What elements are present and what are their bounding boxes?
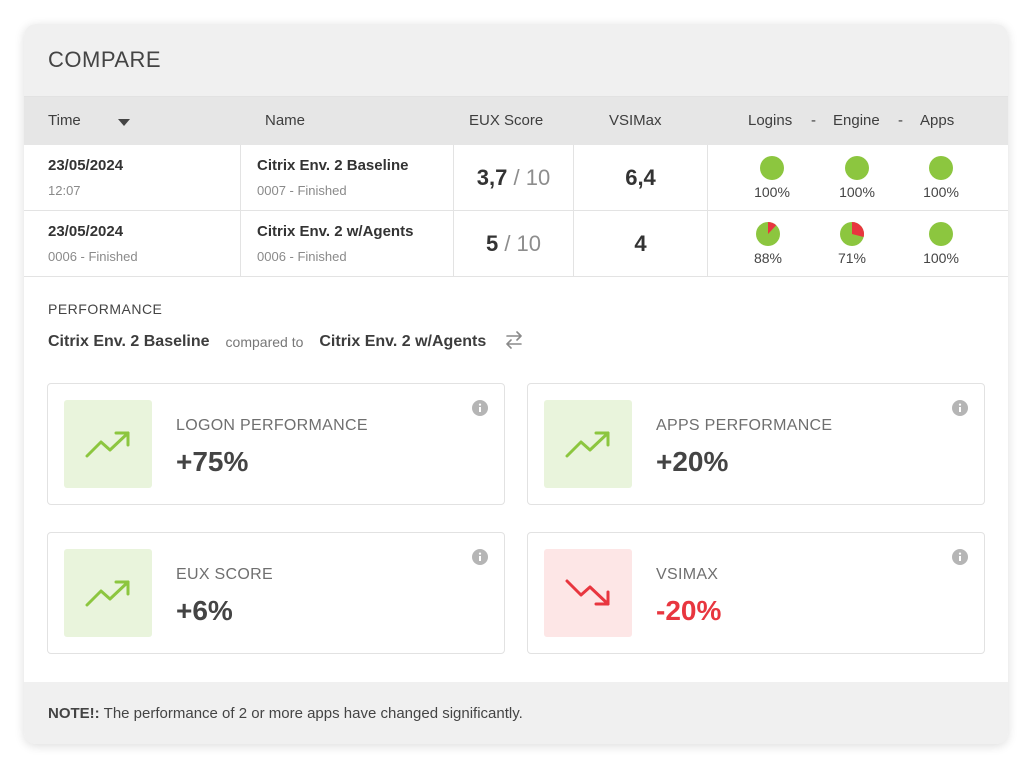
logins-percent: 100% [754,184,790,200]
apps-percent: 100% [923,184,959,200]
vsimax-tile: VSIMAX -20% [527,532,985,654]
trending-up-icon [64,400,152,488]
vsimax-cell: 4 [573,211,707,276]
column-time[interactable]: Time [48,112,81,129]
vsimax-value: 4 [634,230,647,256]
apps-percent: 100% [923,250,959,266]
eux-score-tile: EUX SCORE +6% [47,532,505,654]
engine-pie-icon [845,156,869,180]
apps-performance-tile: APPS PERFORMANCE +20% [527,383,985,505]
info-icon[interactable] [472,549,488,570]
name-cell: Citrix Env. 2 Baseline 0007 - Finished [240,145,453,210]
logon-performance-tile: LOGON PERFORMANCE +75% [47,383,505,505]
note-banner: NOTE!: The performance of 2 or more apps… [24,682,1008,744]
info-icon[interactable] [472,400,488,421]
tile-value: +6% [176,595,233,626]
column-apps[interactable]: Apps [920,112,955,129]
logins-pie-icon [756,222,780,246]
column-name[interactable]: Name [265,112,306,129]
column-engine[interactable]: Engine [833,112,880,129]
info-icon[interactable] [952,400,968,421]
logins-percent: 88% [753,250,783,266]
tile-label: EUX SCORE [176,566,273,583]
apps-pie-icon [929,222,953,246]
info-icon[interactable] [952,549,968,570]
comparison-line: Citrix Env. 2 Baseline compared to Citri… [48,330,984,355]
tile-value: +75% [176,446,249,477]
time-cell: 23/05/2024 0006 - Finished [24,211,240,276]
logins-status: 88% [738,221,798,266]
swap-arrows-icon[interactable] [504,330,524,355]
note-prefix: NOTE!: [48,704,100,722]
column-eux-score[interactable]: EUX Score [469,112,544,129]
performance-section: PERFORMANCE Citrix Env. 2 Baseline compa… [24,277,1008,681]
engine-percent: 100% [839,184,875,200]
compared-to-label: compared to [225,334,304,350]
tile-label: VSIMAX [656,566,719,583]
apps-pie-icon [929,156,953,180]
tile-label: APPS PERFORMANCE [656,417,833,434]
trending-up-icon [544,400,632,488]
column-separator: - [898,112,903,129]
performance-title: PERFORMANCE [48,301,163,317]
engine-pie-icon [840,222,864,246]
name-cell: Citrix Env. 2 w/Agents 0006 - Finished [240,211,453,276]
page-title: COMPARE [48,47,162,72]
eux-score-max: / 10 [513,164,551,190]
card-header: COMPARE [24,24,1008,97]
target-name: Citrix Env. 2 w/Agents [319,333,487,350]
run-name: Citrix Env. 2 w/Agents [257,223,414,240]
eux-score: 5 [485,230,499,256]
engine-status: 100% [827,155,887,200]
eux-score-value: 3,7 / 10 [477,165,550,191]
table-row[interactable]: 23/05/2024 12:07 Citrix Env. 2 Baseline … [24,145,1008,211]
table-header: Time Name EUX Score VSIMax Logins - Engi… [24,97,1008,145]
vsimax-value: 6,4 [625,164,656,190]
run-status: 0007 - Finished [257,183,347,198]
eux-score-cell: 3,7 / 10 [453,145,573,210]
eux-score-value: 5 / 10 [486,231,541,257]
status-cell: 100% 100% 100% [707,145,1008,210]
engine-percent: 71% [837,250,867,266]
status-cell: 88% 71% 100% [707,211,1008,276]
tile-value: +20% [656,446,729,477]
apps-status: 100% [911,221,971,266]
compare-card: COMPARE Time Name EUX Score VSIMax Login… [24,24,1008,744]
run-time: 12:07 [48,183,81,198]
baseline-name: Citrix Env. 2 Baseline [48,333,210,350]
trending-up-icon [64,549,152,637]
note-text: The performance of 2 or more apps have c… [103,704,523,722]
column-vsimax[interactable]: VSIMax [609,112,662,129]
tile-label: LOGON PERFORMANCE [176,417,368,434]
vsimax-cell: 6,4 [573,145,707,210]
apps-status: 100% [911,155,971,200]
eux-score-cell: 5 / 10 [453,211,573,276]
run-status: 0006 - Finished [257,249,347,264]
logins-pie-icon [760,156,784,180]
time-cell: 23/05/2024 12:07 [24,145,240,210]
run-date: 23/05/2024 [48,223,124,240]
run-name: Citrix Env. 2 Baseline [257,157,409,174]
tile-value: -20% [656,595,722,626]
eux-score: 3,7 [476,164,508,190]
eux-score-max: / 10 [504,230,542,256]
caret-down-icon[interactable] [118,119,130,126]
run-status: 0006 - Finished [48,249,138,264]
run-date: 23/05/2024 [48,157,124,174]
column-logins[interactable]: Logins [748,112,793,129]
column-separator: - [811,112,816,129]
logins-status: 100% [742,155,802,200]
engine-status: 71% [822,221,882,266]
table-row[interactable]: 23/05/2024 0006 - Finished Citrix Env. 2… [24,211,1008,277]
trending-down-icon [544,549,632,637]
